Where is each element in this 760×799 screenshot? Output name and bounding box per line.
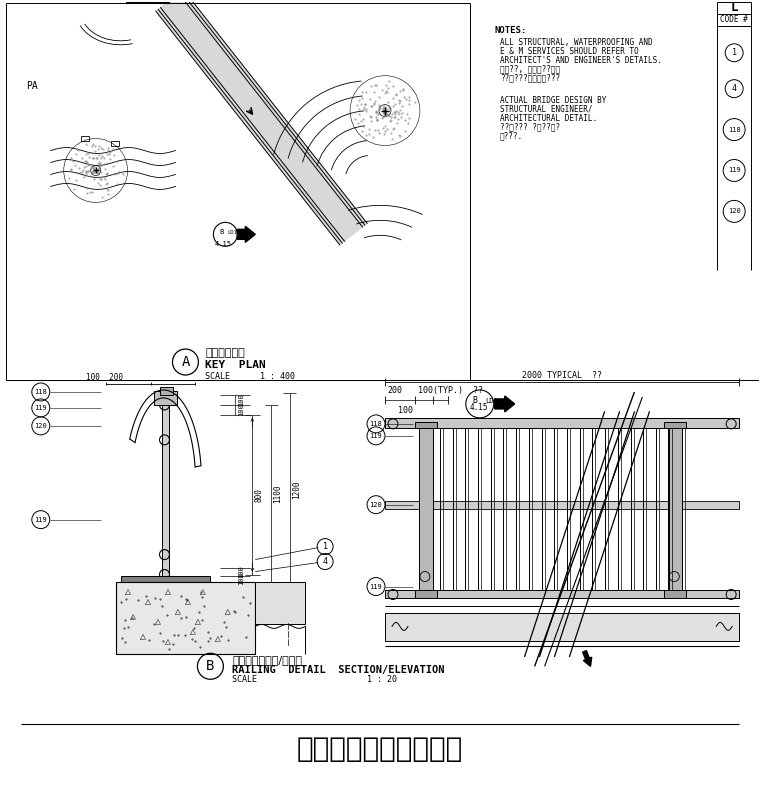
Text: 4: 4 [323, 557, 328, 566]
Text: 100: 100 [239, 572, 244, 585]
Text: NOTES:: NOTES: [495, 26, 527, 35]
Bar [385, 590, 739, 598]
FancyArrow shape [583, 650, 592, 666]
Text: B: B [206, 659, 214, 674]
Text: 欄杆細部截面圖/立面圖: 欄杆細部截面圖/立面圖 [233, 655, 302, 666]
Bar [385, 501, 739, 509]
Text: B: B [472, 396, 477, 405]
Bar [160, 387, 173, 395]
Text: 119: 119 [34, 517, 47, 523]
Text: 2000 TYPICAL  ??: 2000 TYPICAL ?? [521, 371, 602, 380]
Bar [6, 3, 470, 380]
FancyArrow shape [495, 396, 515, 412]
Bar [664, 590, 686, 598]
Text: 100  200: 100 200 [86, 373, 122, 382]
Bar [154, 391, 178, 405]
Text: 橋???.: 橋???. [500, 132, 523, 141]
Bar [111, 141, 119, 145]
Text: STRUCTURAL ENGINEER/: STRUCTURAL ENGINEER/ [500, 105, 592, 113]
Text: PA: PA [26, 81, 37, 90]
Text: LD1: LD1 [227, 230, 237, 235]
Text: 120: 120 [34, 423, 47, 429]
Text: 119: 119 [34, 405, 47, 411]
Polygon shape [156, 0, 368, 245]
Text: 100(TYP.)  ??: 100(TYP.) ?? [418, 386, 483, 395]
Text: 800: 800 [255, 487, 263, 502]
Text: ARCHITECTURAL DETAIL.: ARCHITECTURAL DETAIL. [500, 113, 597, 122]
Text: ACTUAL BRIDGE DESIGN BY: ACTUAL BRIDGE DESIGN BY [500, 96, 606, 105]
Text: E & M SERVICES SHOULD REFER TO: E & M SERVICES SHOULD REFER TO [500, 47, 638, 56]
Text: 118: 118 [34, 389, 47, 395]
FancyArrow shape [237, 226, 255, 242]
Text: 4.15: 4.15 [470, 403, 488, 412]
Bar [664, 422, 686, 428]
Text: RAILING  DETAIL  SECTION/ELEVATION: RAILING DETAIL SECTION/ELEVATION [233, 666, 445, 675]
Bar [415, 422, 437, 428]
Bar [255, 582, 306, 624]
Text: 118: 118 [728, 126, 740, 133]
Text: 120: 120 [728, 209, 740, 214]
Bar [668, 426, 682, 590]
Text: SCALE                      1 : 20: SCALE 1 : 20 [233, 675, 397, 684]
Text: 200: 200 [387, 386, 402, 395]
Text: ARCHITECT'S AND ENGINEER'S DETAILS.: ARCHITECT'S AND ENGINEER'S DETAILS. [500, 56, 662, 65]
Text: 4: 4 [732, 84, 736, 93]
Bar [385, 614, 739, 642]
Text: 主要入口車道架橋詳圖: 主要入口車道架橋詳圖 [297, 735, 463, 763]
Text: 1200: 1200 [292, 480, 301, 499]
Text: ??橋??? ?橋??橋?: ??橋??? ?橋??橋? [500, 122, 560, 132]
Text: L: L [730, 2, 738, 14]
Text: LD1: LD1 [485, 398, 498, 404]
Bar [385, 418, 739, 428]
Text: 100: 100 [398, 406, 413, 415]
Text: SCALE      1 : 400: SCALE 1 : 400 [205, 372, 296, 381]
Text: 100: 100 [239, 394, 244, 407]
Text: KEY  PLAN: KEY PLAN [205, 360, 266, 370]
Text: 100: 100 [239, 403, 244, 416]
Bar [419, 426, 433, 590]
Text: 119: 119 [369, 583, 382, 590]
Text: 120: 120 [369, 502, 382, 507]
Text: 平面布置總圖: 平面布置總圖 [205, 348, 245, 358]
Text: 100: 100 [239, 565, 244, 578]
Bar [81, 136, 89, 141]
Text: 1: 1 [732, 48, 736, 58]
Text: ALL STRUCTURAL, WATERPROOFING AND: ALL STRUCTURAL, WATERPROOFING AND [500, 38, 652, 47]
Text: 4.15: 4.15 [215, 241, 232, 248]
Text: B: B [219, 229, 223, 236]
Text: ??請???及工程師???: ??請???及工程師??? [500, 74, 560, 83]
Text: 119: 119 [369, 433, 382, 439]
Text: 118: 118 [369, 421, 382, 427]
Text: 1100: 1100 [274, 484, 282, 503]
Text: 119: 119 [728, 168, 740, 173]
Text: 所有??, 防水及??服務: 所有??, 防水及??服務 [500, 65, 560, 74]
Bar [415, 590, 437, 598]
Text: CODE #: CODE # [720, 15, 748, 24]
Text: A: A [182, 355, 190, 369]
Text: 1: 1 [323, 542, 328, 551]
Bar [121, 575, 211, 582]
Polygon shape [116, 582, 255, 654]
Bar [162, 390, 169, 579]
